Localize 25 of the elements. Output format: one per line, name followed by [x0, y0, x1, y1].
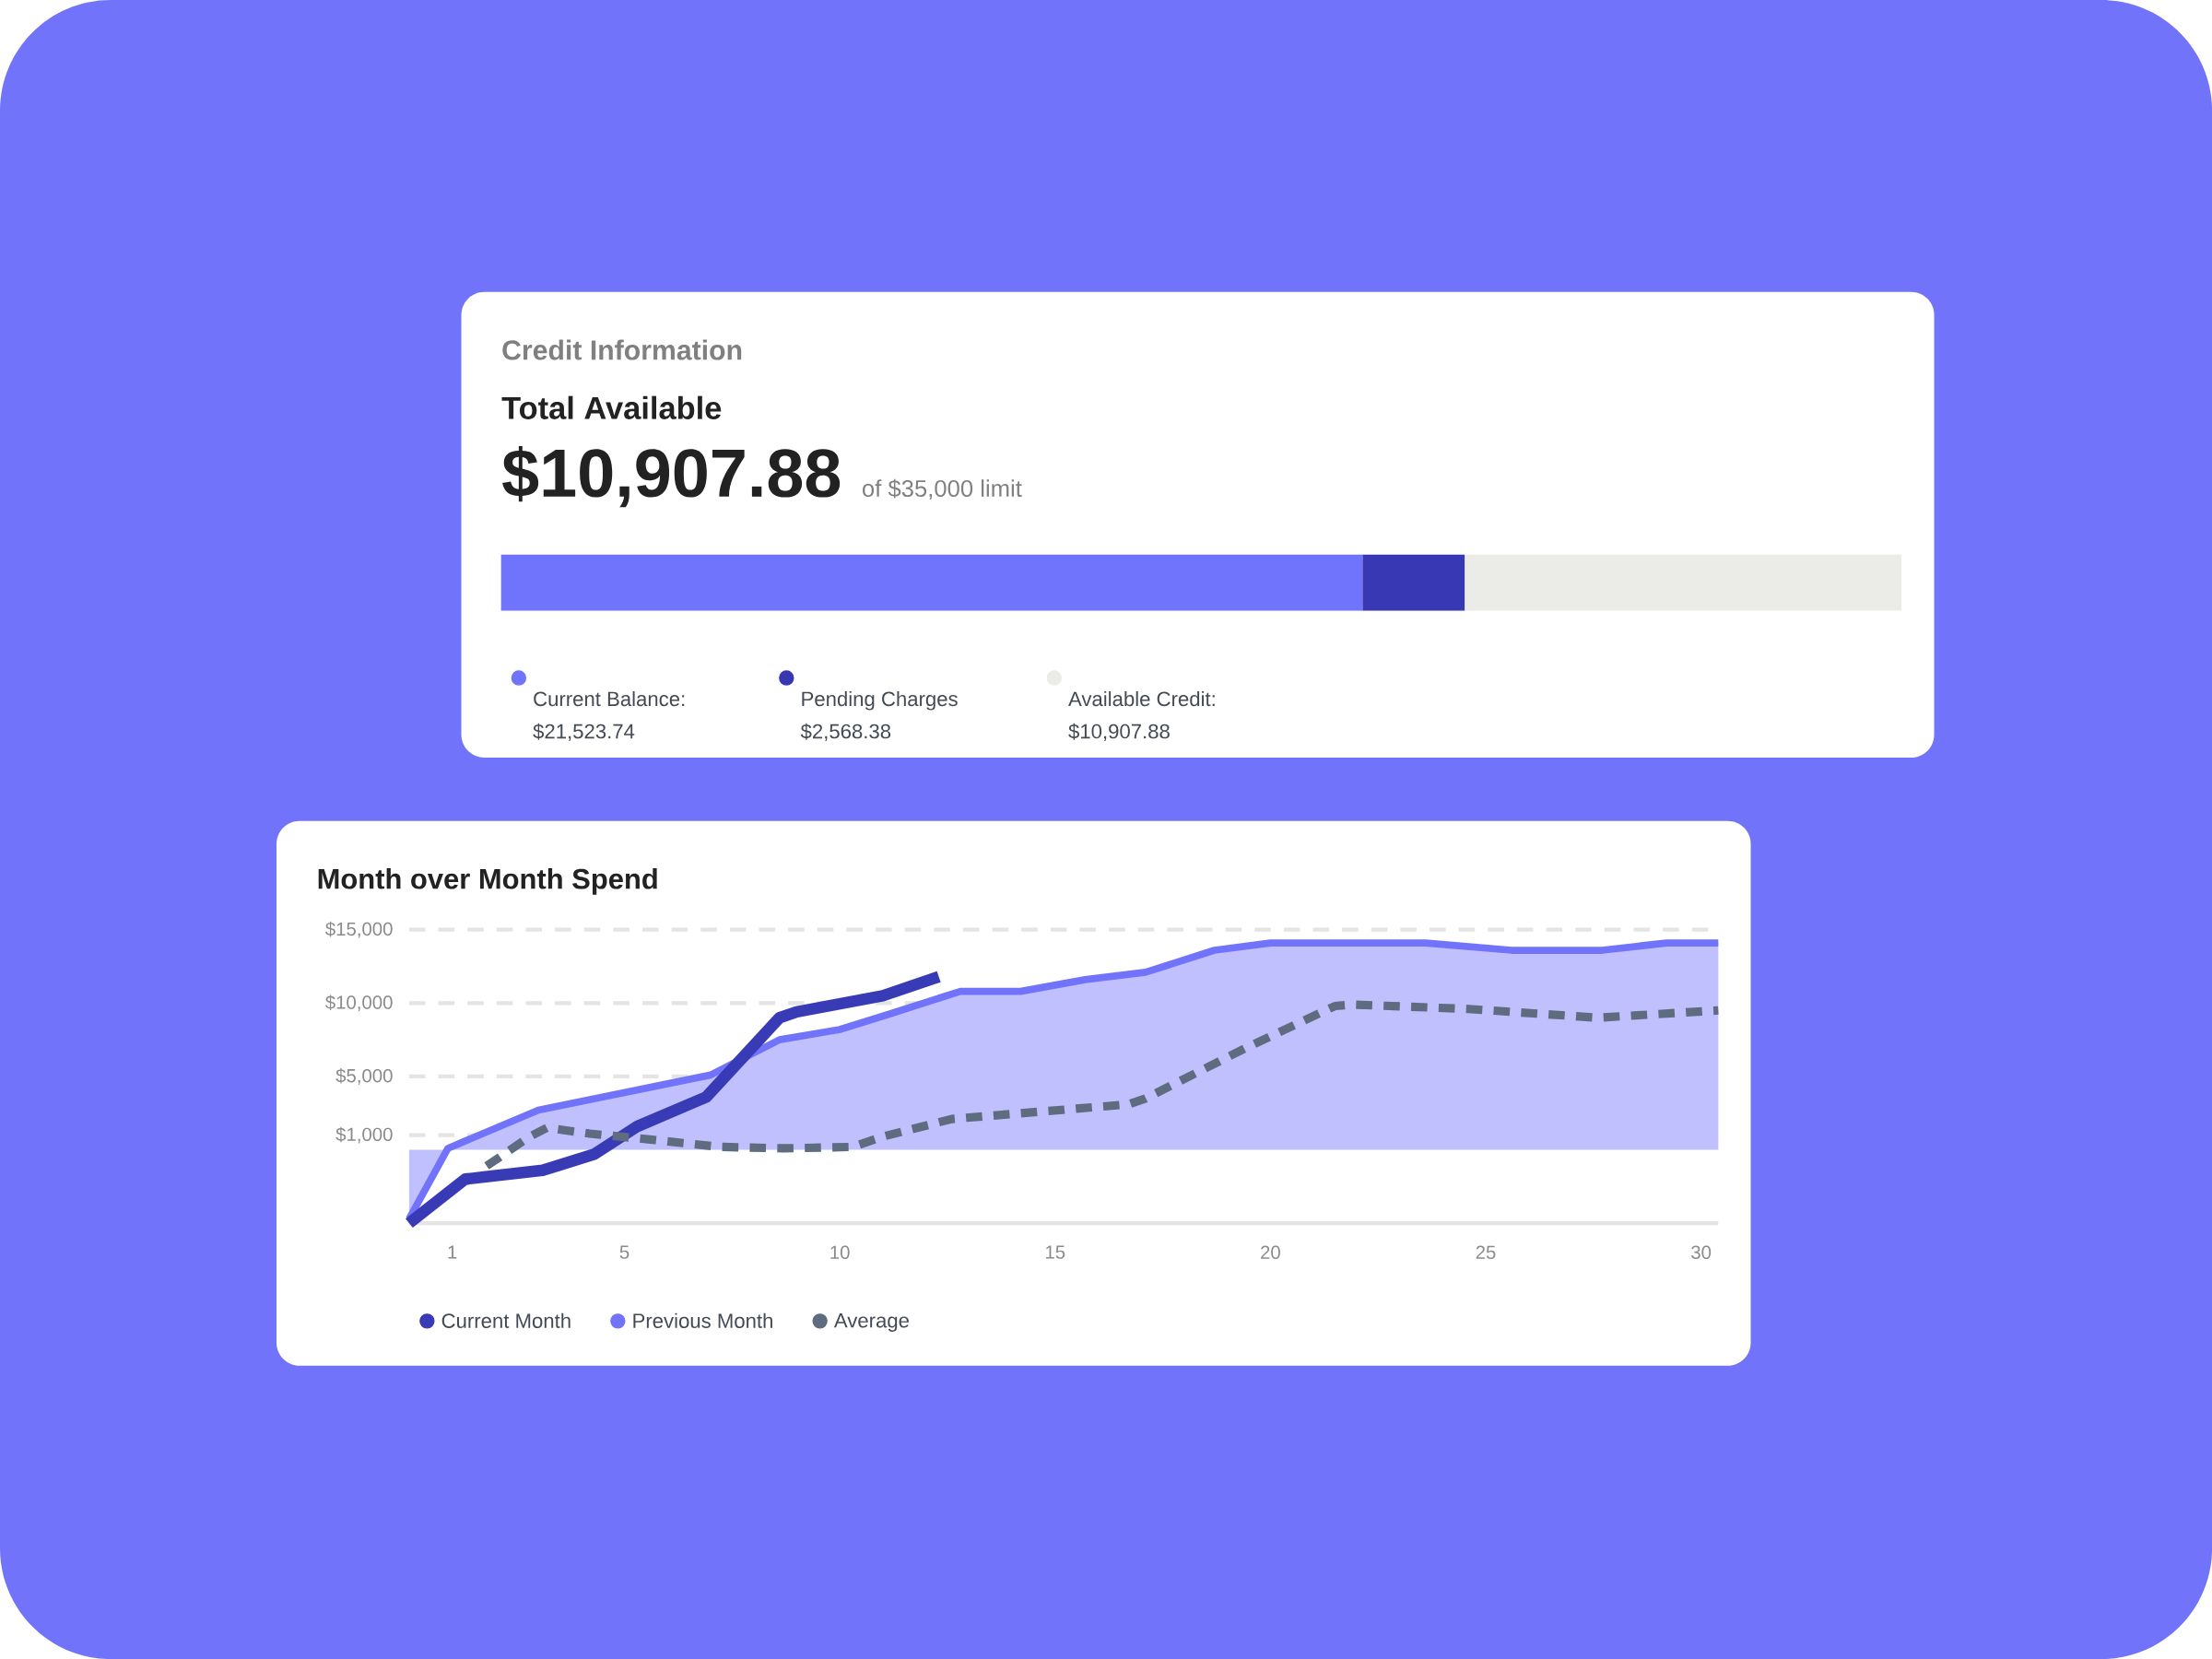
x-tick-label: 25: [1476, 1245, 1496, 1260]
y-tick-label: $5,000: [335, 1068, 393, 1085]
legend-label: Pending Charges: [802, 690, 958, 711]
legend-label: Current Month: [441, 1312, 571, 1328]
text: of $35,000 limit: [863, 478, 1022, 500]
chart-subtitle: Total Available: [501, 395, 722, 419]
y-tick-label: $15,000: [325, 921, 393, 938]
x-tick-label: 1: [448, 1245, 457, 1259]
legend-label: Average: [833, 1313, 909, 1332]
y-tick-label: $10,000: [325, 994, 393, 1012]
x-tick-label: 10: [830, 1245, 850, 1260]
x-tick-label: 15: [1045, 1245, 1065, 1259]
text: $21,523.74: [533, 723, 635, 741]
text: $10,907.88: [502, 446, 841, 508]
x-tick-label: 5: [619, 1245, 629, 1259]
x-tick-label: 20: [1261, 1245, 1280, 1260]
chart-title: Credit Information: [502, 339, 742, 360]
x-tick-label: 30: [1691, 1245, 1712, 1260]
chart-title: Month over Month Spend: [318, 867, 657, 895]
legend-label: Previous Month: [633, 1312, 772, 1328]
text: $10,907.88: [1068, 723, 1170, 741]
text: $2,568.38: [800, 723, 891, 741]
legend-label: Available Credit:: [1068, 690, 1215, 707]
legend-label: Current Balance:: [534, 690, 685, 707]
y-tick-label: $1,000: [335, 1126, 393, 1144]
